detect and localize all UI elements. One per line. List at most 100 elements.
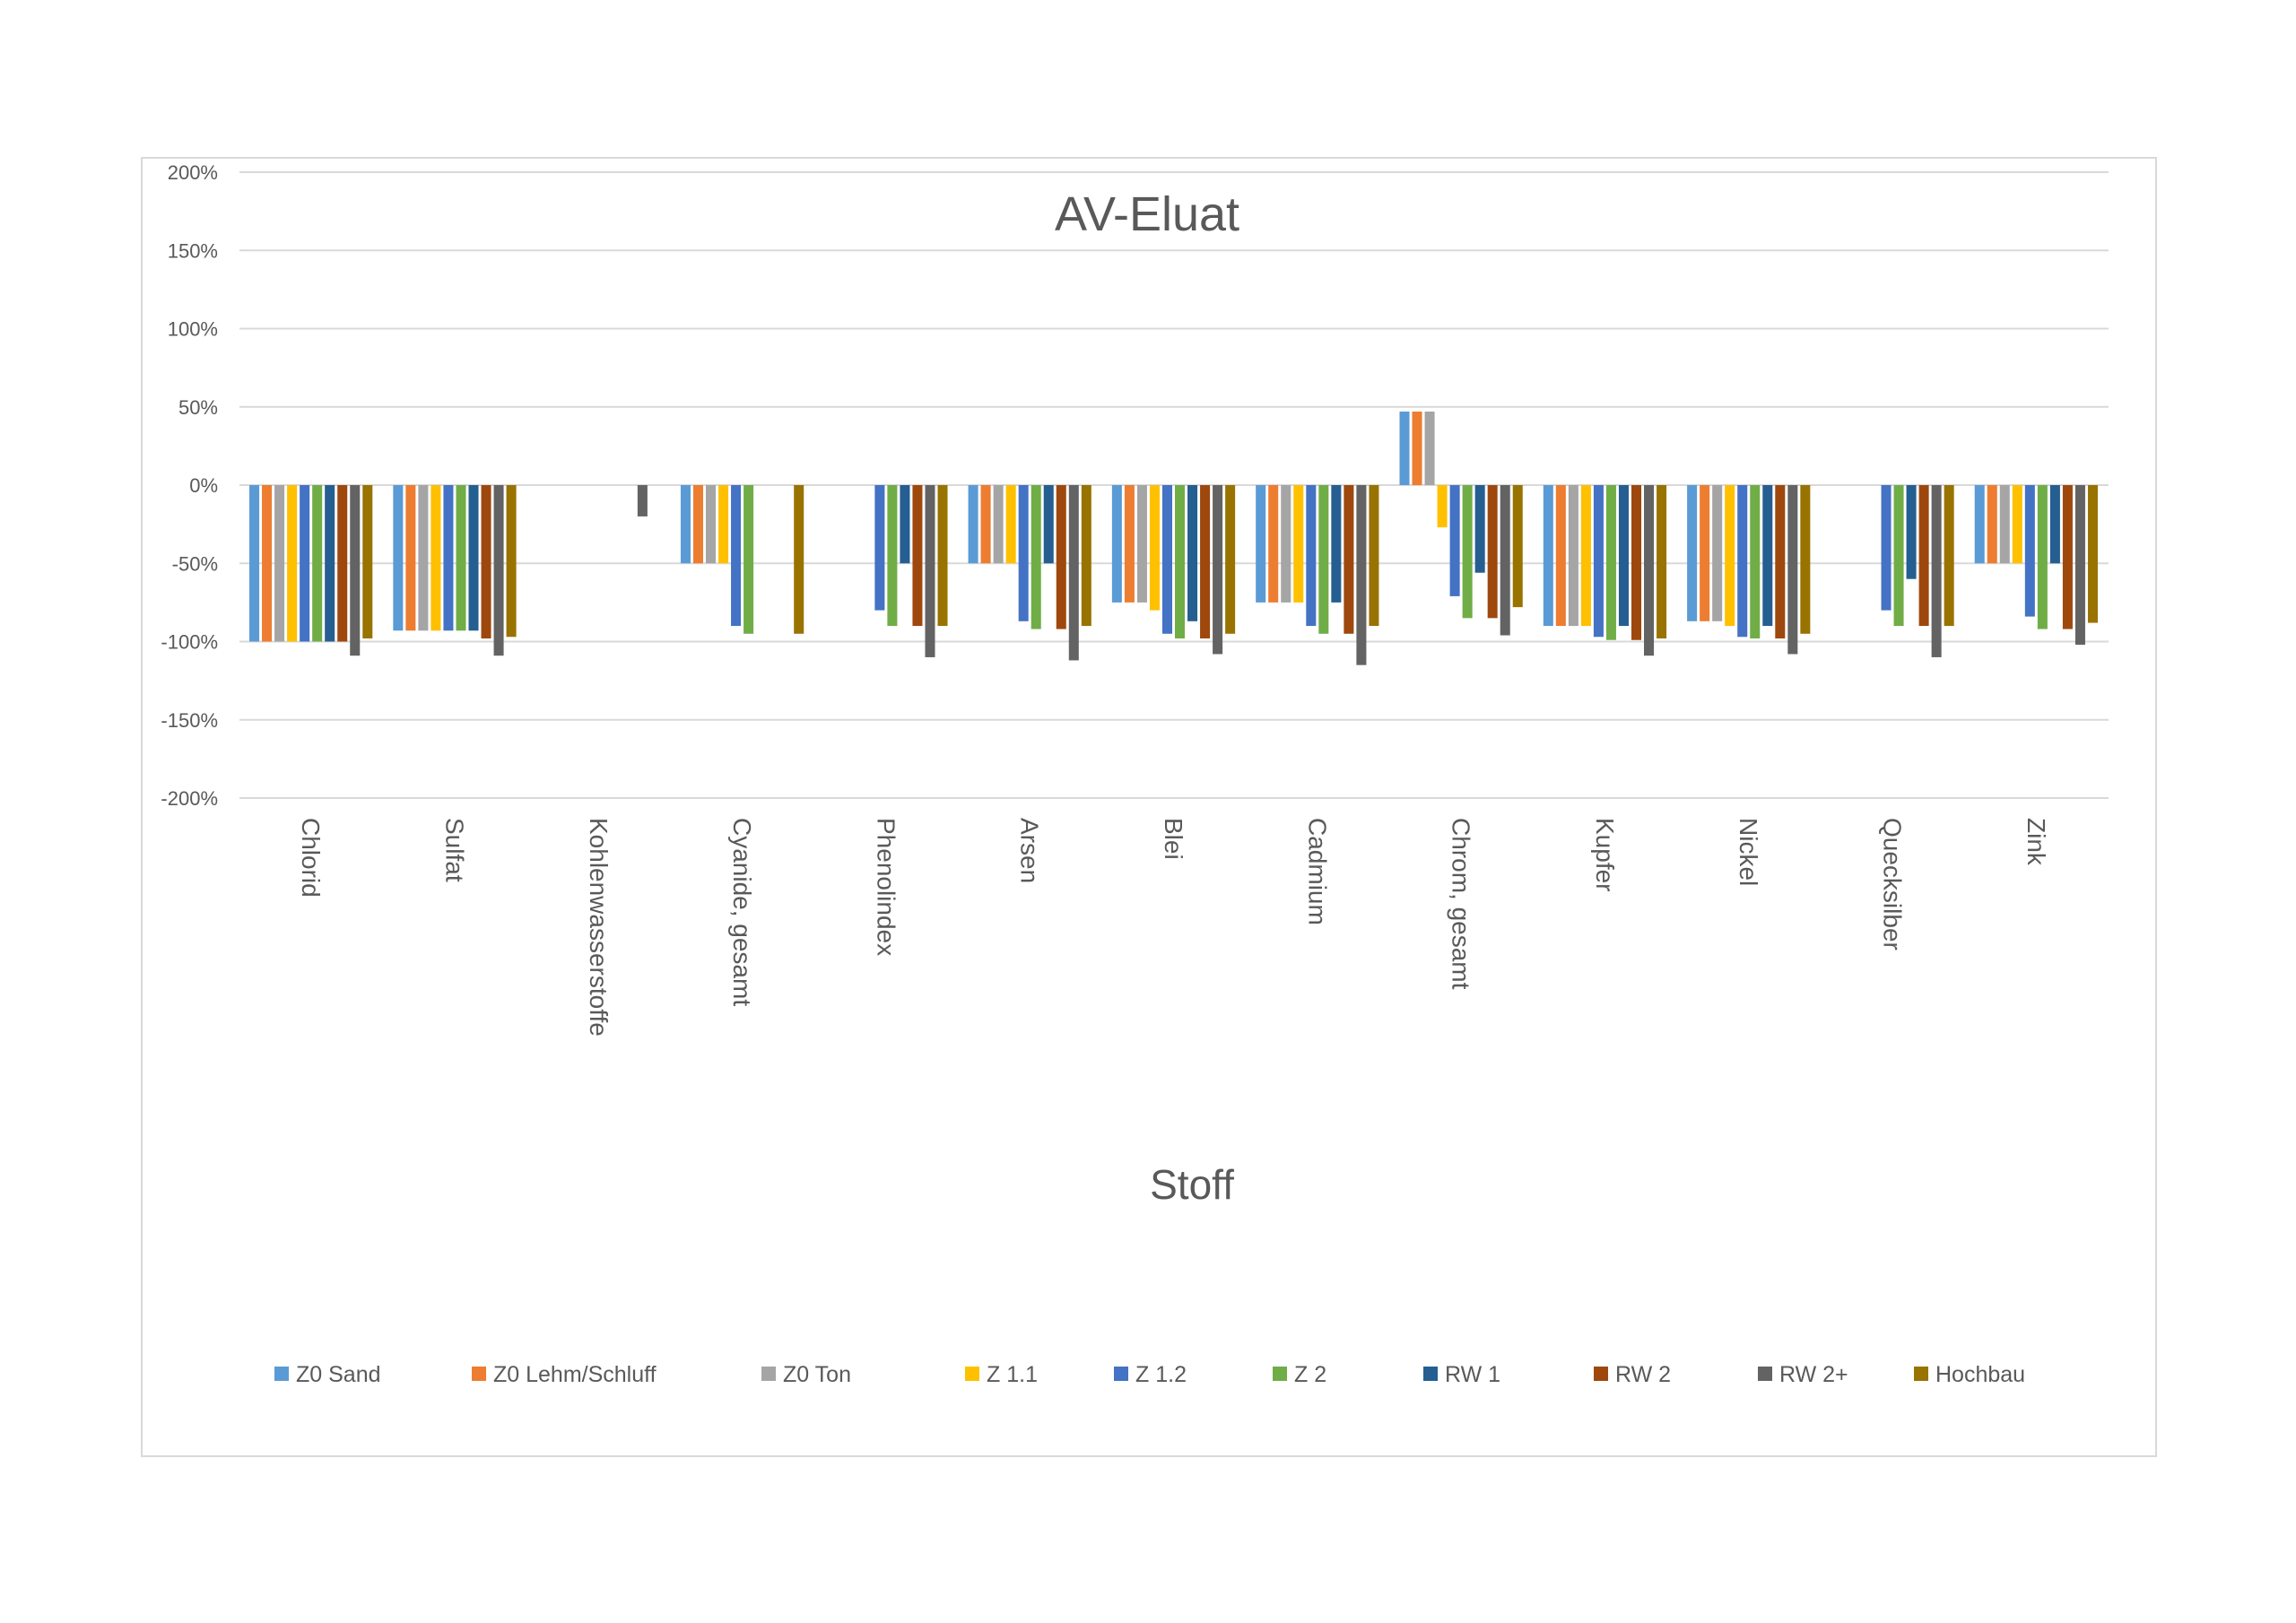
bar: [1593, 485, 1604, 638]
legend: Z0 Sand Z0 Lehm/Schluff Z0 Ton Z 1.1 Z 1.2 Z …: [274, 1362, 2025, 1387]
bar: [1500, 485, 1510, 636]
y-tick-label: 100%: [168, 318, 218, 341]
category-label: Chlorid: [297, 818, 325, 898]
y-tick-label: 200%: [168, 161, 218, 184]
bar: [1987, 485, 1997, 564]
bar: [874, 485, 885, 611]
bar: [1424, 411, 1435, 485]
bar: [1331, 485, 1342, 603]
bar: [744, 485, 754, 634]
y-tick-label: -100%: [161, 631, 218, 654]
bar: [443, 485, 454, 631]
bar: [1449, 485, 1460, 596]
legend-label: Z0 Sand: [296, 1362, 381, 1387]
bar: [262, 485, 273, 642]
bar: [1881, 485, 1892, 611]
bar: [1281, 485, 1292, 603]
y-tick-label: -50%: [172, 552, 218, 575]
bar: [794, 485, 804, 634]
bar: [1631, 485, 1642, 640]
category-label: Zink: [2022, 818, 2050, 866]
x-axis-title: Stoff: [1150, 1161, 1234, 1208]
legend-label: RW 2+: [1779, 1362, 1848, 1387]
bar: [2049, 485, 2060, 564]
bar: [506, 485, 517, 638]
bar: [1356, 485, 1367, 665]
bar: [1344, 485, 1354, 634]
bar: [468, 485, 479, 631]
bar: [1149, 485, 1160, 611]
bar: [1268, 485, 1279, 603]
category-label: Quecksilber: [1879, 818, 1907, 950]
bar: [900, 485, 910, 564]
category-label: Kohlenwasserstoffe: [585, 818, 613, 1037]
bar: [325, 485, 335, 642]
bar: [1124, 485, 1135, 603]
legend-swatch: [1758, 1367, 1772, 1381]
legend-label: Z0 Ton: [783, 1362, 851, 1387]
bar: [1175, 485, 1186, 639]
y-tick-label: -200%: [161, 787, 218, 810]
bar: [1931, 485, 1942, 657]
bar: [1644, 485, 1655, 656]
bar: [1200, 485, 1211, 639]
bar: [1605, 485, 1616, 640]
bar: [731, 485, 742, 627]
bar: [705, 485, 717, 564]
bar: [692, 485, 703, 564]
bar: [1018, 485, 1029, 621]
bar: [1043, 485, 1054, 564]
bar: [1474, 485, 1485, 573]
legend-swatch: [1423, 1367, 1438, 1381]
bar: [1568, 485, 1578, 627]
bar: [1111, 485, 1122, 603]
y-tick-label: 0%: [189, 474, 218, 497]
bar: [2037, 485, 2048, 629]
bar: [1487, 485, 1498, 619]
bar: [1056, 485, 1066, 629]
category-label: Arsen: [1016, 818, 1044, 883]
category-label: Cadmium: [1303, 818, 1331, 925]
bar: [456, 485, 466, 631]
bar: [1800, 485, 1811, 634]
bar: [1412, 411, 1422, 485]
legend-label: Hochbau: [1935, 1362, 2025, 1387]
bar: [1712, 485, 1723, 621]
bar: [1031, 485, 1041, 629]
bar: [2074, 485, 2085, 645]
bar: [274, 485, 285, 642]
legend-label: Z 1.2: [1135, 1362, 1187, 1387]
bar: [1187, 485, 1198, 621]
legend-swatch: [472, 1367, 486, 1381]
grid-layer: [239, 171, 2109, 799]
bar: [1293, 485, 1304, 603]
bar: [249, 485, 260, 642]
bar: [1369, 485, 1379, 627]
chart-title: AV-Eluat: [1055, 187, 1239, 241]
category-label: Nickel: [1735, 818, 1762, 886]
bar: [1737, 485, 1748, 638]
bar: [481, 485, 491, 639]
legend-swatch: [1273, 1367, 1287, 1381]
bar: [287, 485, 298, 642]
bar: [1700, 485, 1710, 621]
legend-label: RW 1: [1445, 1362, 1500, 1387]
bar: [350, 485, 361, 656]
bar: [1687, 485, 1698, 621]
bar: [300, 485, 310, 642]
category-labels: Chlorid Sulfat Kohlenwasserstoffe Cyanide, …: [297, 818, 2050, 1037]
legend-swatch: [761, 1367, 776, 1381]
bar: [1657, 485, 1667, 639]
bar: [1580, 485, 1591, 627]
y-tick-labels: 200% 150% 100% 50% 0% -50% -100% -150% -200%: [161, 161, 218, 810]
bar: [1787, 485, 1798, 655]
bar: [1893, 485, 1904, 627]
bar: [362, 485, 373, 639]
bar: [405, 485, 416, 631]
bar: [1750, 485, 1761, 639]
bar: [980, 485, 991, 564]
category-label: Blei: [1160, 818, 1187, 860]
bar: [1005, 485, 1016, 564]
bar: [1725, 485, 1735, 627]
bar: [393, 485, 404, 631]
